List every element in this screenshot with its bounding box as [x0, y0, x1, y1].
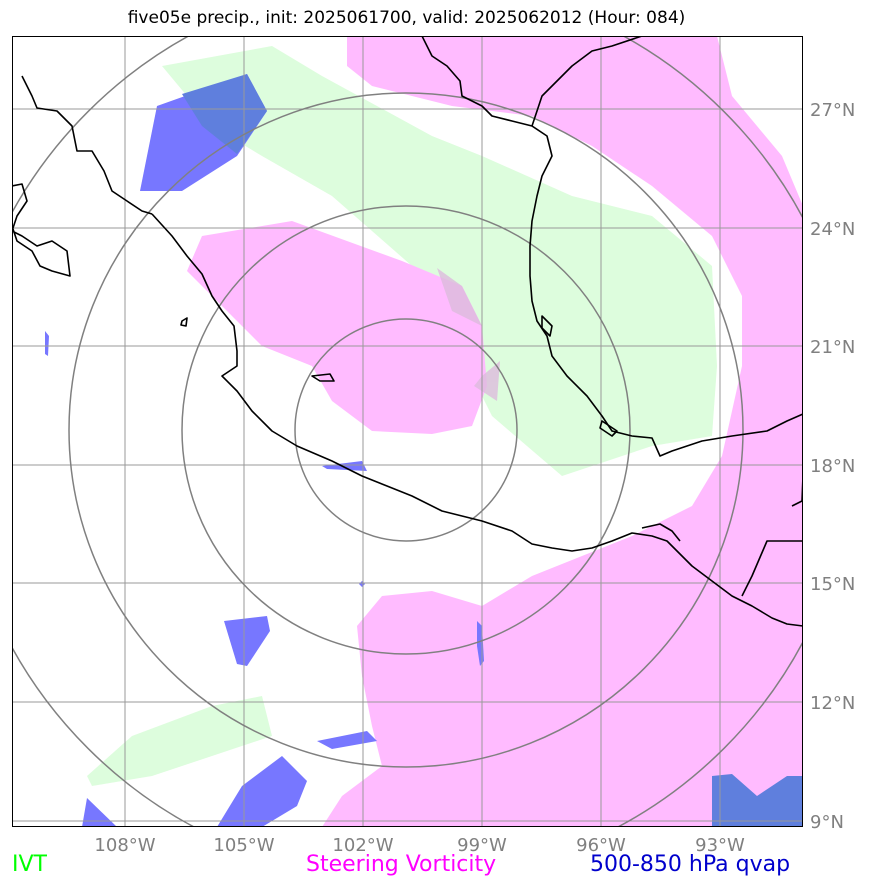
weather-map: [12, 36, 803, 827]
qvap-region-south-a: [224, 616, 270, 666]
range-ring-middle: [181, 205, 631, 655]
coastline-baja-west: [12, 183, 71, 277]
coastline-gulf: [421, 36, 803, 457]
coastline-tehuantepec: [641, 523, 681, 542]
island-tres-marias: [311, 373, 335, 382]
lat-label-24n: 24°N: [810, 219, 855, 240]
overlap-regions: [437, 268, 500, 401]
coastline-laguna: [541, 315, 553, 337]
ivt-region-main: [162, 46, 717, 476]
range-ring-inner: [294, 318, 518, 542]
lat-label-21n: 21°N: [810, 337, 855, 358]
map-title: five05e precip., init: 2025061700, valid…: [127, 8, 686, 28]
lat-label-9n: 9°N: [810, 812, 844, 833]
graticule: [12, 36, 803, 827]
range-ring-outer: [68, 92, 744, 768]
ivt-region-southwest: [87, 696, 272, 786]
lat-label-12n: 12°N: [810, 693, 855, 714]
lat-label-27n: 27°N: [810, 100, 855, 121]
legend-ivt: IVT: [12, 852, 47, 877]
lon-label-99w: 99°W: [457, 835, 507, 856]
range-rings: [12, 36, 803, 827]
vorticity-regions: [187, 36, 803, 827]
vorticity-region-central: [187, 221, 487, 434]
lon-labels: 108°W 105°W 102°W 99°W 96°W 93°W: [94, 835, 745, 856]
map-frame: [12, 36, 803, 827]
lon-label-102w: 102°W: [332, 835, 393, 856]
vorticity-region-northeast: [322, 36, 803, 827]
lat-label-18n: 18°N: [810, 456, 855, 477]
coastline-mainland-pacific: [151, 213, 803, 627]
lat-label-15n: 15°N: [810, 574, 855, 595]
legend-steering-vorticity: Steering Vorticity: [306, 852, 497, 877]
lon-label-105w: 105°W: [213, 835, 274, 856]
qvap-region-south-e: [82, 798, 117, 827]
qvap-region-west-dot: [45, 331, 49, 356]
coastline-veracruz: [599, 420, 618, 437]
qvap-region-central: [322, 461, 367, 471]
island-revillagigedo: [180, 317, 188, 327]
coastline-yucatan: [741, 540, 803, 597]
coastline-gulf-north: [531, 36, 643, 127]
legend-qvap: 500-850 hPa qvap: [590, 852, 791, 877]
lon-label-96w: 96°W: [576, 835, 626, 856]
qvap-region-south-c: [317, 731, 377, 749]
coastline-baja: [21, 75, 153, 215]
lat-labels: 27°N 24°N 21°N 18°N 15°N 12°N 9°N: [810, 100, 855, 833]
lon-label-108w: 108°W: [94, 835, 155, 856]
lon-label-93w: 93°W: [695, 835, 745, 856]
qvap-region-south-d: [217, 756, 307, 827]
coastlines: [12, 36, 803, 627]
